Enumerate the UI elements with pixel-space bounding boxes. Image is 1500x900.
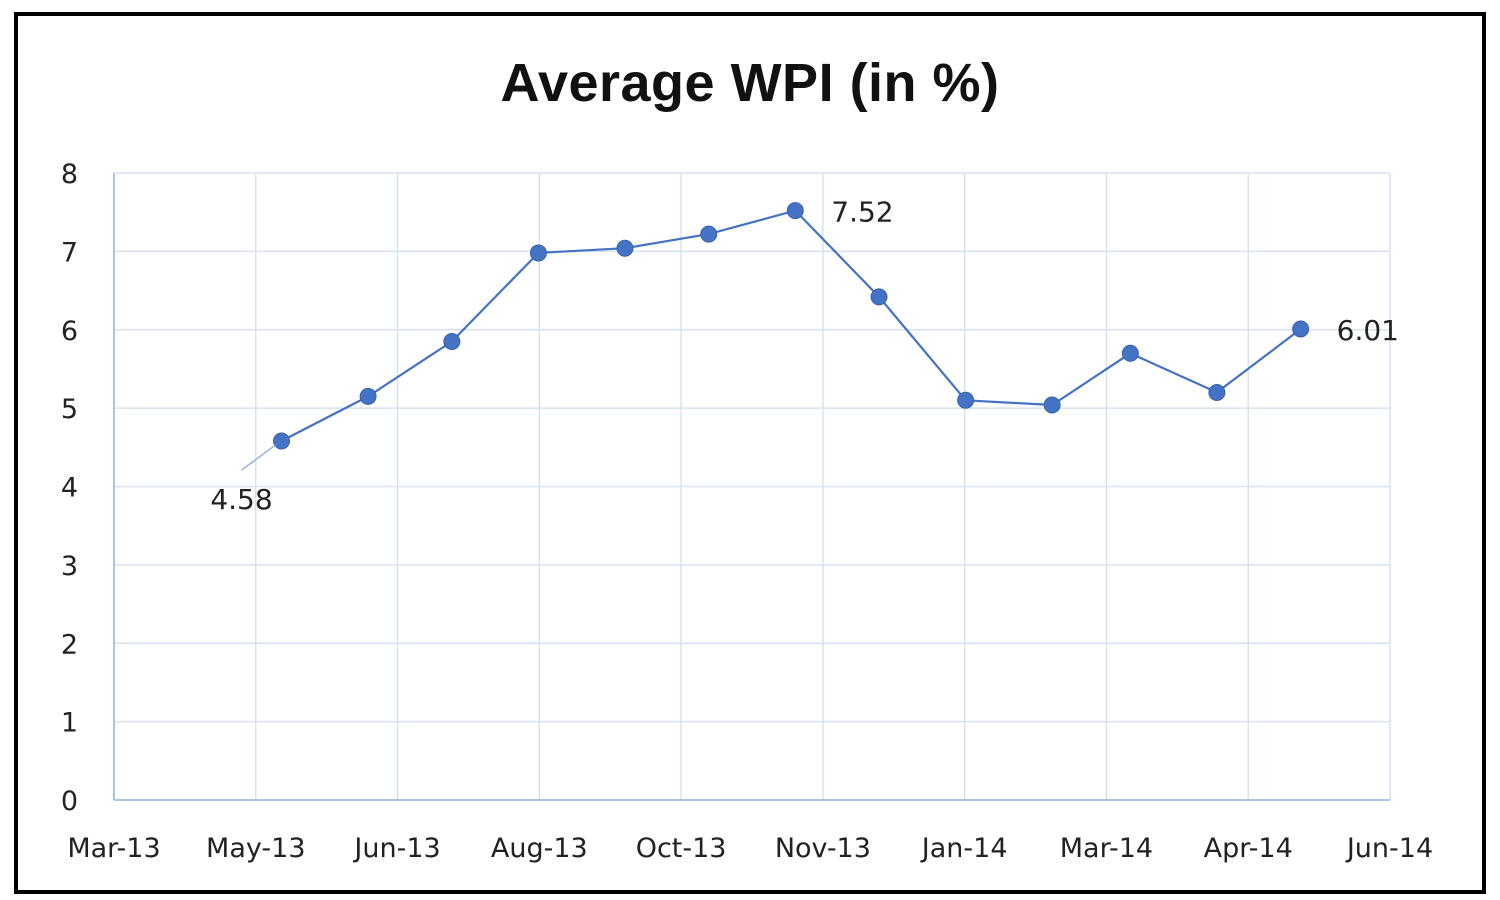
y-tick-label: 1 <box>61 708 78 739</box>
chart-title: Average WPI (in %) <box>500 53 1000 113</box>
x-tick-label: Mar-14 <box>1060 833 1153 864</box>
data-label: 7.52 <box>831 196 893 229</box>
x-tick-label: Oct-13 <box>636 833 727 864</box>
series-group <box>273 202 1310 450</box>
data-point <box>1292 320 1310 338</box>
y-axis-ticks: 0 1 2 3 4 5 6 7 8 <box>61 159 78 817</box>
data-label: 6.01 <box>1337 314 1399 347</box>
y-tick-label: 8 <box>61 159 78 190</box>
y-tick-label: 3 <box>61 551 78 582</box>
grid <box>113 172 1391 801</box>
data-point <box>529 244 547 262</box>
y-tick-label: 0 <box>61 786 78 817</box>
y-tick-label: 6 <box>61 316 78 347</box>
data-point <box>1121 344 1139 362</box>
data-label: 4.58 <box>210 483 272 516</box>
data-point <box>616 239 634 257</box>
data-point <box>1043 396 1061 414</box>
y-tick-label: 4 <box>61 473 78 504</box>
y-tick-label: 5 <box>61 394 78 425</box>
x-tick-label: Mar-13 <box>67 833 160 864</box>
data-point <box>700 225 718 243</box>
data-point <box>957 391 975 409</box>
data-point <box>1208 383 1226 401</box>
x-tick-label: May-13 <box>206 833 305 864</box>
data-label-leader <box>241 444 276 471</box>
x-axis-ticks: Mar-13 May-13 Jun-13 Aug-13 Oct-13 Nov-13 Jan-… <box>67 833 1433 864</box>
x-tick-label: Nov-13 <box>775 833 871 864</box>
chart-frame <box>14 12 1486 894</box>
data-point <box>786 202 804 220</box>
data-point <box>870 288 888 306</box>
data-point <box>359 387 377 405</box>
data-point <box>443 333 461 351</box>
x-tick-label: Jan-14 <box>920 833 1008 864</box>
x-tick-label: Aug-13 <box>491 833 588 864</box>
x-tick-label: Jun-14 <box>1345 833 1433 864</box>
data-point <box>273 432 291 450</box>
y-tick-label: 2 <box>61 629 78 660</box>
x-tick-label: Jun-13 <box>352 833 440 864</box>
x-tick-label: Apr-14 <box>1204 833 1293 864</box>
y-tick-label: 7 <box>61 237 78 268</box>
data-labels: 4.58 7.52 6.01 <box>210 196 1399 516</box>
series-line <box>280 209 1302 442</box>
